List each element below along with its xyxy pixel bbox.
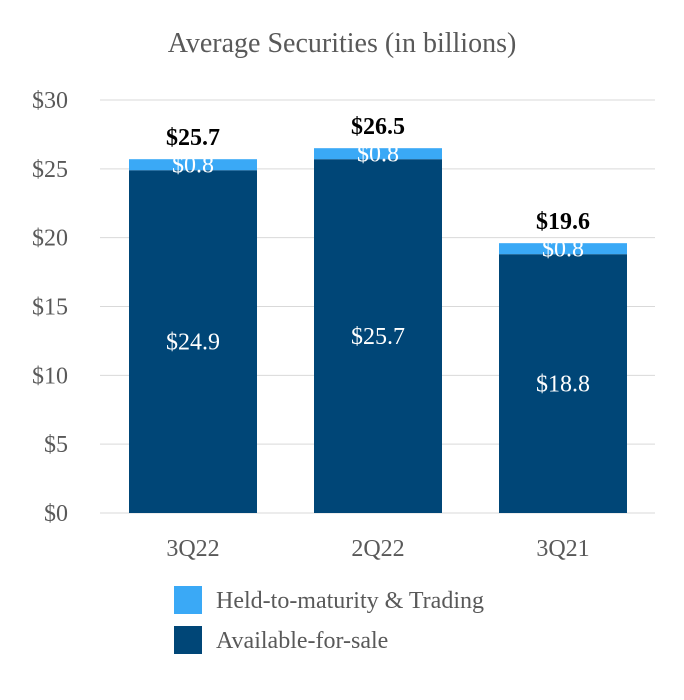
- legend-label: Available-for-sale: [216, 628, 388, 654]
- y-tick-label: $25: [32, 157, 68, 183]
- bar-segment: [129, 159, 257, 171]
- segment-value-label: $0.8: [542, 237, 584, 263]
- x-axis-tick-labels: 3Q22 2Q22 3Q21: [166, 536, 589, 562]
- total-value-label: $25.7: [166, 125, 220, 151]
- segment-value-label: $0.8: [172, 153, 214, 179]
- bars: [129, 148, 627, 514]
- segment-value-label: $25.7: [351, 324, 405, 350]
- legend-label: Held-to-maturity & Trading: [216, 588, 484, 614]
- total-value-label: $19.6: [536, 209, 590, 235]
- legend-swatch: [174, 626, 202, 654]
- segment-value-label: $18.8: [536, 372, 590, 398]
- y-tick-label: $10: [32, 363, 68, 389]
- chart-title: Average Securities (in billions): [168, 28, 517, 59]
- y-tick-label: $15: [32, 295, 68, 321]
- segment-value-label: $24.9: [166, 330, 220, 356]
- segment-value-label: $0.8: [357, 142, 399, 168]
- y-axis-tick-labels: $0 $5 $10 $15 $20 $25 $30: [32, 88, 68, 527]
- x-tick-label: 3Q21: [536, 536, 589, 562]
- y-tick-label: $5: [44, 432, 68, 458]
- y-tick-label: $0: [44, 501, 68, 527]
- data-labels: $24.9$0.8$25.7$25.7$0.8$26.5$18.8$0.8$19…: [166, 114, 590, 397]
- legend: Held-to-maturity & Trading Available-for-…: [174, 586, 484, 654]
- y-tick-label: $30: [32, 88, 68, 114]
- y-tick-label: $20: [32, 226, 68, 252]
- legend-swatch: [174, 586, 202, 614]
- bar-segment: [314, 148, 442, 160]
- bar-segment: [314, 159, 442, 514]
- bar-segment: [499, 243, 627, 255]
- total-value-label: $26.5: [351, 114, 405, 140]
- x-tick-label: 2Q22: [351, 536, 404, 562]
- bar-segment: [129, 170, 257, 513]
- x-tick-label: 3Q22: [166, 536, 219, 562]
- bar-segment: [499, 254, 627, 514]
